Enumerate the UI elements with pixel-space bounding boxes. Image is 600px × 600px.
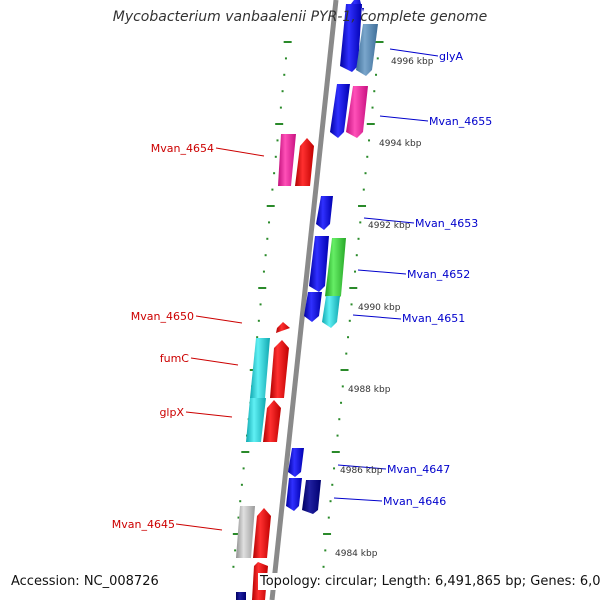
gene-label-glpX[interactable]: glpX bbox=[159, 406, 184, 419]
gene-arrow-Mvan_4654[interactable] bbox=[278, 134, 296, 186]
kbp-label-4994: 4994 kbp bbox=[379, 139, 422, 149]
kbp-label-4984: 4984 kbp bbox=[335, 549, 378, 559]
forward-callouts bbox=[333, 48, 439, 502]
gene-arrow-partial-bottom-left[interactable] bbox=[236, 592, 246, 600]
gene-arrow-fumC[interactable] bbox=[250, 338, 270, 398]
gene-label-Mvan_4653[interactable]: Mvan_4653 bbox=[415, 217, 478, 230]
kbp-label-4992: 4992 kbp bbox=[368, 221, 411, 231]
gene-arrow-Mvan_4650[interactable] bbox=[276, 322, 290, 333]
genome-summary-text: Topology: circular; Length: 6,491,865 bp… bbox=[258, 573, 600, 590]
gene-arrow-glyA-pair[interactable] bbox=[356, 24, 378, 76]
gene-label-Mvan_4646[interactable]: Mvan_4646 bbox=[383, 495, 446, 508]
accession-text: Accession: NC_008726 bbox=[9, 573, 161, 590]
gene-arrow-Mvan_4646[interactable] bbox=[286, 478, 302, 511]
gene-label-Mvan_4654[interactable]: Mvan_4654 bbox=[151, 142, 214, 155]
gene-arrow-Mvan_4647[interactable] bbox=[288, 448, 304, 477]
gene-arrow-glyA-tail[interactable] bbox=[340, 4, 362, 72]
reverse-callouts bbox=[175, 147, 265, 531]
gene-arrow-Mvan_4645[interactable] bbox=[236, 506, 255, 558]
gene-arrow-Mvan_4652[interactable] bbox=[309, 236, 329, 292]
gene-label-Mvan_4647[interactable]: Mvan_4647 bbox=[387, 463, 450, 476]
gene-label-Mvan_4645[interactable]: Mvan_4645 bbox=[112, 518, 175, 531]
gene-label-fumC[interactable]: fumC bbox=[160, 352, 190, 365]
gene-label-glyA[interactable]: glyA bbox=[439, 50, 464, 63]
kbp-label-4996: 4996 kbp bbox=[391, 57, 434, 67]
gene-arrow-Mvan_4651[interactable] bbox=[304, 292, 322, 322]
gene-arrow-glpX[interactable] bbox=[246, 398, 266, 442]
gene-arrow-Mvan_4655-pair[interactable] bbox=[346, 86, 368, 138]
gene-arrow-glpX-pair[interactable] bbox=[263, 400, 281, 442]
kbp-label-4990: 4990 kbp bbox=[358, 303, 401, 313]
gene-arrow-Mvan_4654-pair[interactable] bbox=[295, 138, 314, 186]
gene-arrow-Mvan_4646-pair[interactable] bbox=[302, 480, 321, 514]
gene-arrow-Mvan_4653[interactable] bbox=[316, 196, 333, 230]
kbp-label-4988: 4988 kbp bbox=[348, 385, 391, 395]
gene-arrow-fumC-pair[interactable] bbox=[270, 340, 289, 398]
gene-arrow-Mvan_4652-pair[interactable] bbox=[325, 238, 346, 302]
gene-label-Mvan_4651[interactable]: Mvan_4651 bbox=[402, 312, 465, 325]
gene-arrow-Mvan_4651-pair[interactable] bbox=[322, 296, 340, 328]
map-title: Mycobacterium vanbaalenii PYR-1, complet… bbox=[112, 9, 488, 25]
forward-genes bbox=[286, 0, 378, 514]
gene-label-Mvan_4652[interactable]: Mvan_4652 bbox=[407, 268, 470, 281]
gene-label-Mvan_4650[interactable]: Mvan_4650 bbox=[131, 310, 194, 323]
gene-arrow-Mvan_4655[interactable] bbox=[330, 84, 350, 138]
genome-backbone bbox=[269, 0, 339, 600]
gene-arrow-Mvan_4645-pair[interactable] bbox=[253, 508, 271, 558]
tick-track-outer bbox=[322, 41, 384, 568]
kbp-label-4986: 4986 kbp bbox=[340, 466, 383, 476]
reverse-genes bbox=[236, 134, 314, 600]
gene-label-Mvan_4655[interactable]: Mvan_4655 bbox=[429, 115, 492, 128]
